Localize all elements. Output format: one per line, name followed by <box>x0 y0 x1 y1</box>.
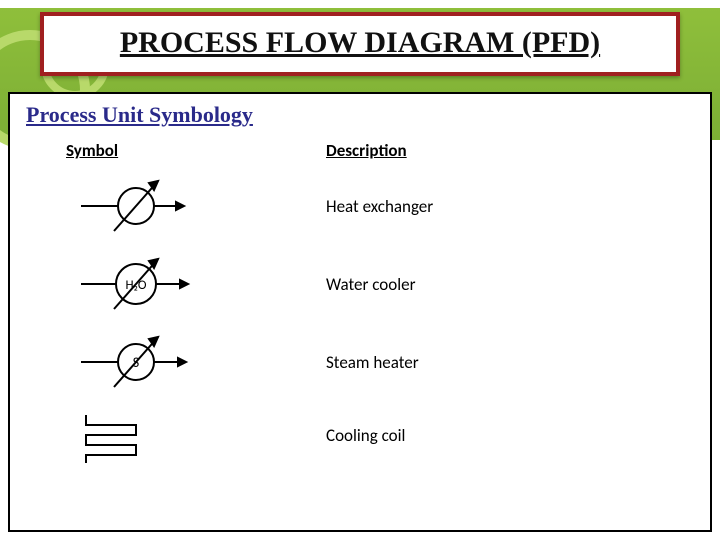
table-row: Heat exchanger <box>26 167 694 245</box>
symbol-label: H₂O <box>125 278 146 293</box>
description-cell: Steam heater <box>326 352 694 373</box>
symbol-water-cooler: H₂O <box>26 245 326 323</box>
symbol-label: S <box>133 354 139 371</box>
symbology-table: Symbol Description <box>26 140 694 469</box>
description-cell: Cooling coil <box>326 425 694 446</box>
table-row: Cooling coil <box>26 401 694 469</box>
table-row: S Steam heater <box>26 323 694 401</box>
table-header-row: Symbol Description <box>26 140 694 167</box>
column-header-description: Description <box>326 140 694 167</box>
page-title: PROCESS FLOW DIAGRAM (PFD) <box>44 26 676 60</box>
description-cell: Heat exchanger <box>326 196 694 217</box>
symbol-steam-heater: S <box>26 323 326 401</box>
subtitle: Process Unit Symbology <box>26 102 694 128</box>
title-box: PROCESS FLOW DIAGRAM (PFD) <box>40 12 680 76</box>
symbol-cooling-coil <box>26 401 326 469</box>
content-panel: Process Unit Symbology Symbol Descriptio… <box>8 92 712 532</box>
column-header-symbol: Symbol <box>26 140 326 167</box>
symbol-heat-exchanger <box>26 167 326 245</box>
table-row: H₂O Water cooler <box>26 245 694 323</box>
description-cell: Water cooler <box>326 274 694 295</box>
